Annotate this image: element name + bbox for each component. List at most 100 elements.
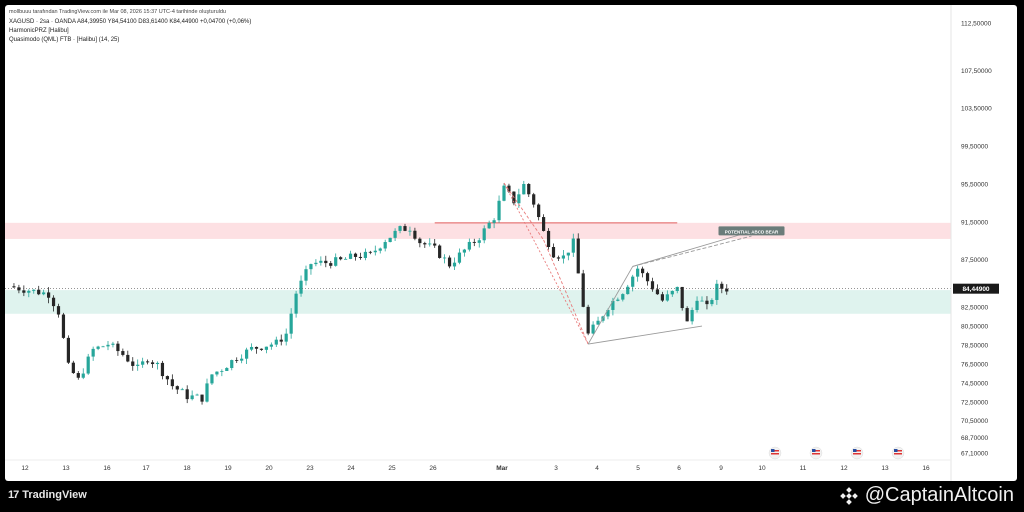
candle-body [141,361,145,365]
candle-body [611,300,615,310]
pattern-leg-bc [587,266,634,345]
candle-body [230,360,234,369]
tradingview-logo: 17 TradingView [8,489,87,501]
candle-body [690,310,694,322]
candle-body [645,273,650,282]
candle-body [76,373,80,378]
watermark-text: @CaptainAltcoin [864,484,1014,506]
candle-body [388,237,392,243]
x-tick-label: 13 [62,465,70,472]
candle-body [636,268,640,277]
y-tick-label: 82,50000 [961,305,988,312]
x-tick-label: 3 [554,465,558,472]
x-tick-label: 20 [265,465,273,472]
candle-body [551,246,556,258]
candle-body [126,354,130,362]
x-tick-label: 11 [800,465,807,472]
candle-body [532,194,536,205]
us-flag-icon [850,446,864,460]
candle-body [86,356,90,374]
y-tick-label: 78,50000 [961,342,988,349]
flag-canton [771,449,775,452]
candle-body [660,294,664,301]
candle-body [329,263,333,266]
candle-body [665,294,669,301]
candle-body [655,289,660,295]
y-tick-label: 91,50000 [961,219,988,226]
x-tick-label: 18 [183,465,191,472]
chart-frame[interactable]: POTENTIAL ABCD BEAR 112,50000 107,50000 103… [5,5,1017,481]
candle-body [363,251,367,258]
candle-body [571,238,575,253]
candle-body [96,346,100,349]
candle-body [561,255,565,259]
candle-body [467,241,471,250]
candle-body [566,252,570,256]
x-tick-label: 12 [21,465,29,472]
candle-body [215,371,219,375]
candle-body [274,339,278,345]
candle-body [452,262,457,267]
y-tick-label: 76,50000 [961,361,988,368]
candle-body [175,386,179,390]
candle-body [581,273,585,307]
x-tick-label: 4 [595,465,599,472]
flag-canton [812,449,816,452]
y-tick-label: 87,50000 [961,257,988,264]
candle-body [457,252,462,263]
candle-body [631,276,635,287]
candle-body [586,306,590,334]
pattern-leg-xa [503,182,544,241]
candle-body [650,281,655,290]
candle-body [353,253,358,257]
candle-body [289,313,293,334]
candle-body [447,257,452,267]
candle-body [596,320,600,325]
indicator-quasimodo[interactable]: Quasimodo (QML) FTB · [Halibu] (14, 25) [9,37,120,43]
candle-body [245,349,249,359]
candle-body [284,333,288,342]
candle-body [477,240,481,243]
indicator-harmonic-prz[interactable]: HarmonicPRZ [Halibu] [9,28,69,34]
candle-body [492,220,496,223]
tradingview-brand: TradingView [22,489,87,501]
candle-body [393,230,397,238]
y-tick-label: 107,50000 [961,68,992,75]
candle-body [195,394,199,396]
candle-body [240,358,244,361]
candle-body [12,286,16,288]
candle-body [358,256,363,258]
candle-body [378,248,382,251]
price-chart[interactable]: POTENTIAL ABCD BEAR 112,50000 107,50000 103… [5,5,1017,481]
candle-body [155,362,160,365]
candle-body [249,346,254,350]
footer-bar: 17 TradingView @CaptainAltcoin [0,481,1024,512]
candle-body [502,185,506,201]
abcd-label: POTENTIAL ABCD BEAR [725,229,779,234]
candle-body [61,314,66,338]
candle-body [259,348,264,350]
flag-canton [894,449,898,452]
candle-body [146,361,150,363]
candle-body [185,389,189,400]
candle-body [17,287,21,291]
created-by-line: mollbuuu tarafından TradingView.com ile … [9,9,226,15]
candle-body [418,238,422,244]
candle-body [383,242,387,249]
candle-body [537,204,541,218]
x-tick-label: 25 [388,465,396,472]
candle-body [225,368,229,372]
candle-body [685,308,689,322]
candle-body [324,260,328,264]
x-tick-label: 17 [142,465,150,472]
candle-body [101,346,105,348]
y-tick-label: 80,50000 [961,323,988,330]
y-tick-label: 112,50000 [961,20,992,27]
candle-body [670,290,674,295]
candle-body [150,362,155,365]
candle-body [576,238,580,274]
y-tick-label: 103,50000 [961,106,992,113]
candle-body [91,348,95,357]
candle-body [81,373,85,378]
resistance-zone [5,222,951,239]
